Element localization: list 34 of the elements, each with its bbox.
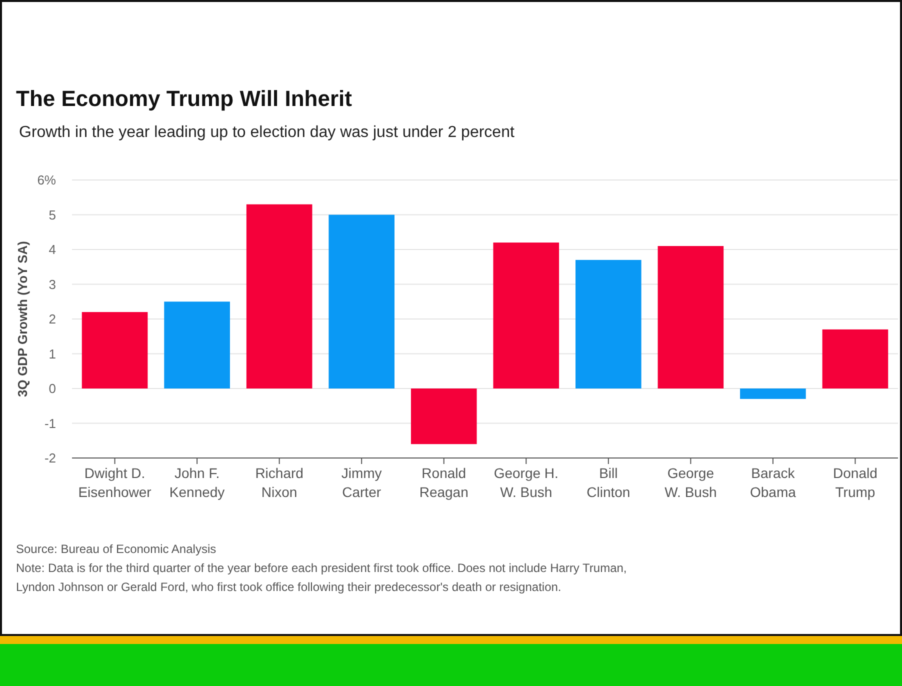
x-tick-label: Barack Obama bbox=[750, 465, 796, 500]
y-tick-label: 1 bbox=[48, 346, 56, 362]
y-tick-label: 3 bbox=[48, 276, 56, 292]
y-tick-label: -1 bbox=[44, 416, 56, 431]
bar bbox=[822, 329, 888, 388]
x-tick-label: Bill Clinton bbox=[586, 465, 630, 500]
x-tick-label: Dwight D. Eisenhower bbox=[78, 465, 152, 500]
chart-title: The Economy Trump Will Inherit bbox=[16, 86, 353, 111]
x-tick-label: Richard Nixon bbox=[255, 465, 304, 500]
y-tick-label: 0 bbox=[48, 381, 56, 396]
bar bbox=[164, 302, 230, 388]
x-tick-label: George H. W. Bush bbox=[494, 465, 558, 500]
y-tick-label: 5 bbox=[48, 207, 56, 222]
text: Note: Data is for the third quarter of the year before each president first took office. Does not include Harry Truman, Lyndon Johnson or Gerald Ford, who first took office following their predecessor's death or resignation. bbox=[16, 561, 627, 594]
bar bbox=[328, 214, 394, 388]
bar bbox=[493, 242, 560, 388]
source-note: Source: Bureau of Economic Analysis bbox=[16, 542, 216, 556]
bar bbox=[576, 260, 642, 388]
x-tick-label: Ronald Reagan bbox=[419, 465, 468, 500]
chart-subtitle: Growth in the year leading up to election day was just under 2 percent bbox=[19, 124, 515, 141]
y-tick-label: 4 bbox=[48, 242, 56, 258]
y-tick-label: -2 bbox=[44, 450, 56, 466]
y-tick-label: 2 bbox=[48, 312, 56, 327]
bar bbox=[246, 204, 312, 388]
y-tick-label: 6% bbox=[37, 172, 56, 188]
x-tick-label: George W. Bush bbox=[664, 465, 717, 500]
bar bbox=[658, 246, 724, 388]
x-tick-label: Donald Trump bbox=[833, 465, 878, 500]
x-tick-label: John F. Kennedy bbox=[169, 465, 225, 500]
bar bbox=[410, 388, 477, 444]
x-tick-label: Jimmy Carter bbox=[341, 465, 382, 500]
bar bbox=[740, 388, 806, 399]
bar bbox=[82, 312, 148, 388]
y-axis-title: 3Q GDP Growth (YoY SA) bbox=[15, 240, 30, 398]
